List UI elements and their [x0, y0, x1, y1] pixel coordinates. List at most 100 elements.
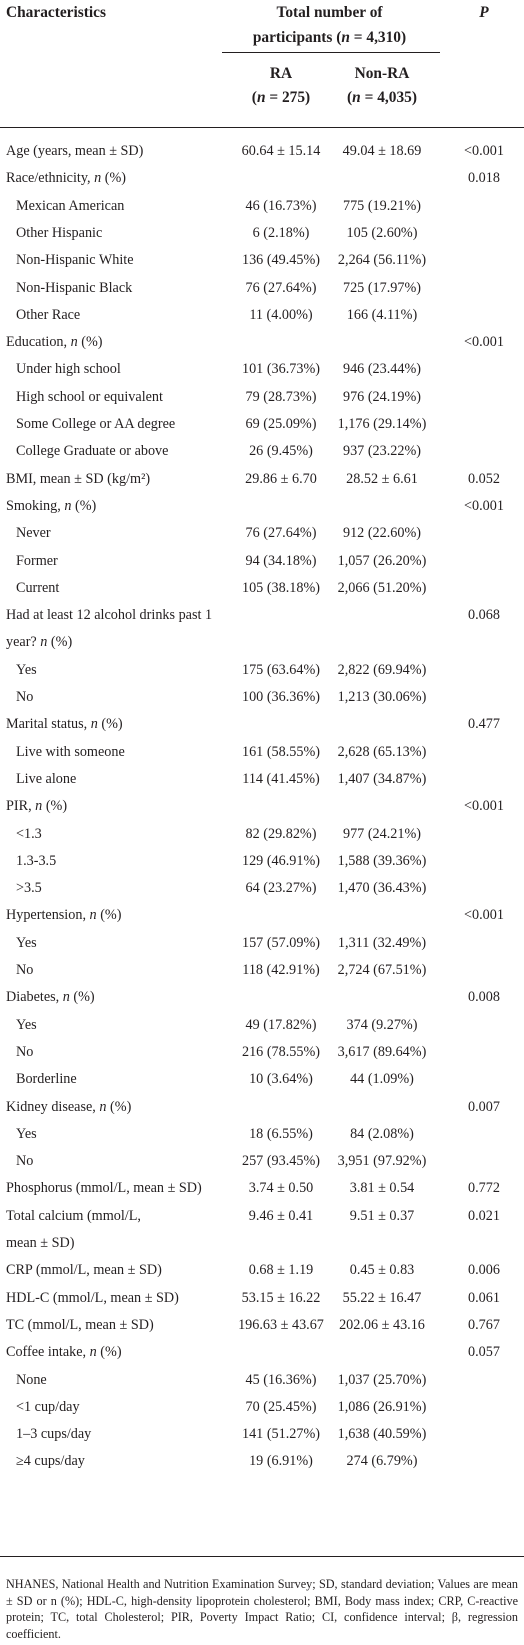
non-ra-n-header: (n = 4,035) — [347, 89, 417, 106]
p-value: 0.021 — [468, 1208, 500, 1224]
ra-value: 18 (6.55%) — [249, 1126, 313, 1142]
row-label: No — [16, 962, 34, 978]
ra-value: 94 (34.18%) — [245, 553, 317, 569]
non-ra-value: 1,638 (40.59%) — [337, 1426, 427, 1442]
row-label: TC (mmol/L, mean ± SD) — [6, 1317, 154, 1333]
table-footnote: NHANES, National Health and Nutrition Ex… — [6, 1577, 518, 1641]
ra-value: 129 (46.91%) — [241, 853, 321, 869]
row-label: Yes — [16, 1017, 37, 1033]
p-value: <0.001 — [464, 907, 504, 923]
row-label: Non-Hispanic Black — [16, 280, 133, 296]
ra-value: 161 (58.55%) — [241, 744, 321, 760]
ra-value: 11 (4.00%) — [249, 307, 313, 323]
row-label: Some College or AA degree — [16, 416, 176, 432]
p-value: 0.057 — [468, 1344, 500, 1360]
row-label: Other Race — [16, 307, 81, 323]
row-label: High school or equivalent — [16, 389, 163, 405]
ra-value: 45 (16.36%) — [245, 1372, 317, 1388]
non-ra-value: 725 (17.97%) — [342, 280, 422, 296]
ra-value: 6 (2.18%) — [252, 225, 310, 241]
non-ra-value: 3,617 (89.64%) — [337, 1044, 427, 1060]
non-ra-value: 1,213 (30.06%) — [337, 689, 427, 705]
ra-value: 114 (41.45%) — [242, 771, 320, 787]
non-ra-value: 912 (22.60%) — [342, 525, 422, 541]
ra-value: 64 (23.27%) — [245, 880, 317, 896]
total-participants-header-line2: participants (n = 4,310) — [252, 29, 407, 46]
row-label: Live with someone — [16, 744, 125, 760]
non-ra-value: 937 (23.22%) — [342, 443, 422, 459]
ra-value: 0.68 ± 1.19 — [248, 1262, 314, 1278]
ra-value: 9.46 ± 0.41 — [248, 1208, 314, 1224]
row-label: None — [16, 1372, 47, 1388]
row-label: Education, n (%) — [6, 334, 103, 350]
ra-value: 82 (29.82%) — [245, 826, 317, 842]
row-label: Race/ethnicity, n (%) — [6, 170, 127, 186]
p-value: <0.001 — [464, 334, 504, 350]
p-value-header: P — [479, 4, 489, 21]
ra-value: 79 (28.73%) — [245, 389, 317, 405]
ra-n-header: (n = 275) — [251, 89, 311, 106]
non-ra-value: 3,951 (97.92%) — [337, 1153, 427, 1169]
non-ra-value: 374 (9.27%) — [346, 1017, 418, 1033]
row-label: HDL-C (mmol/L, mean ± SD) — [6, 1290, 179, 1306]
non-ra-value: 28.52 ± 6.61 — [346, 471, 418, 487]
non-ra-value: 1,470 (36.43%) — [337, 880, 427, 896]
row-label: <1 cup/day — [16, 1399, 80, 1415]
row-label: Diabetes, n (%) — [6, 989, 95, 1005]
row-label: Smoking, n (%) — [6, 498, 97, 514]
row-label: ≥4 cups/day — [16, 1453, 85, 1469]
ra-value: 19 (6.91%) — [249, 1453, 313, 1469]
non-ra-value: 1,086 (26.91%) — [337, 1399, 427, 1415]
non-ra-value: 44 (1.09%) — [350, 1071, 414, 1087]
non-ra-value: 1,588 (39.36%) — [337, 853, 427, 869]
p-value: <0.001 — [464, 498, 504, 514]
row-label: Never — [16, 525, 51, 541]
non-ra-value: 2,628 (65.13%) — [337, 744, 427, 760]
characteristics-header: Characteristics — [6, 4, 107, 21]
ra-value: 141 (51.27%) — [241, 1426, 321, 1442]
non-ra-value: 2,724 (67.51%) — [337, 962, 427, 978]
p-value: <0.001 — [464, 143, 504, 159]
non-ra-value: 9.51 ± 0.37 — [349, 1208, 415, 1224]
ra-value: 157 (57.09%) — [241, 935, 321, 951]
non-ra-value: 3.81 ± 0.54 — [349, 1180, 415, 1196]
non-ra-value: 55.22 ± 16.47 — [342, 1290, 422, 1306]
ra-value: 175 (63.64%) — [241, 662, 321, 678]
ra-value: 196.63 ± 43.67 — [238, 1317, 324, 1333]
row-label: Hypertension, n (%) — [6, 907, 122, 923]
bottom-rule — [0, 1556, 524, 1557]
p-value: 0.018 — [468, 170, 500, 186]
non-ra-value: 202.06 ± 43.16 — [339, 1317, 425, 1333]
ra-value: 29.86 ± 6.70 — [245, 471, 317, 487]
non-ra-value: 1,176 (29.14%) — [337, 416, 427, 432]
row-label: BMI, mean ± SD (kg/m²) — [6, 471, 151, 487]
row-label: Total calcium (mmol/L, — [6, 1208, 141, 1224]
ra-value: 26 (9.45%) — [249, 443, 313, 459]
non-ra-value: 1,057 (26.20%) — [337, 553, 427, 569]
ra-value: 118 (42.91%) — [242, 962, 320, 978]
ra-value: 136 (49.45%) — [241, 252, 321, 268]
non-ra-value: 946 (23.44%) — [342, 361, 422, 377]
row-label: Non-Hispanic White — [16, 252, 134, 268]
non-ra-value: 976 (24.19%) — [342, 389, 422, 405]
p-value: <0.001 — [464, 798, 504, 814]
non-ra-value: 1,037 (25.70%) — [337, 1372, 427, 1388]
total-participants-header-line1: Total number of — [276, 4, 383, 21]
ra-header: RA — [269, 65, 293, 82]
row-label: 1–3 cups/day — [16, 1426, 92, 1442]
header-rule — [0, 127, 524, 128]
row-label: Marital status, n (%) — [6, 716, 123, 732]
row-label: Yes — [16, 662, 37, 678]
ra-value: 76 (27.64%) — [245, 280, 317, 296]
ra-value: 53.15 ± 16.22 — [241, 1290, 321, 1306]
non-ra-header: Non-RA — [354, 65, 410, 82]
non-ra-value: 2,822 (69.94%) — [337, 662, 427, 678]
row-label: Coffee intake, n (%) — [6, 1344, 122, 1360]
ra-value: 76 (27.64%) — [245, 525, 317, 541]
row-label: Former — [16, 553, 58, 569]
ra-value: 49 (17.82%) — [245, 1017, 317, 1033]
row-label: No — [16, 1153, 34, 1169]
ra-value: 257 (93.45%) — [241, 1153, 321, 1169]
non-ra-value: 2,264 (56.11%) — [337, 252, 427, 268]
